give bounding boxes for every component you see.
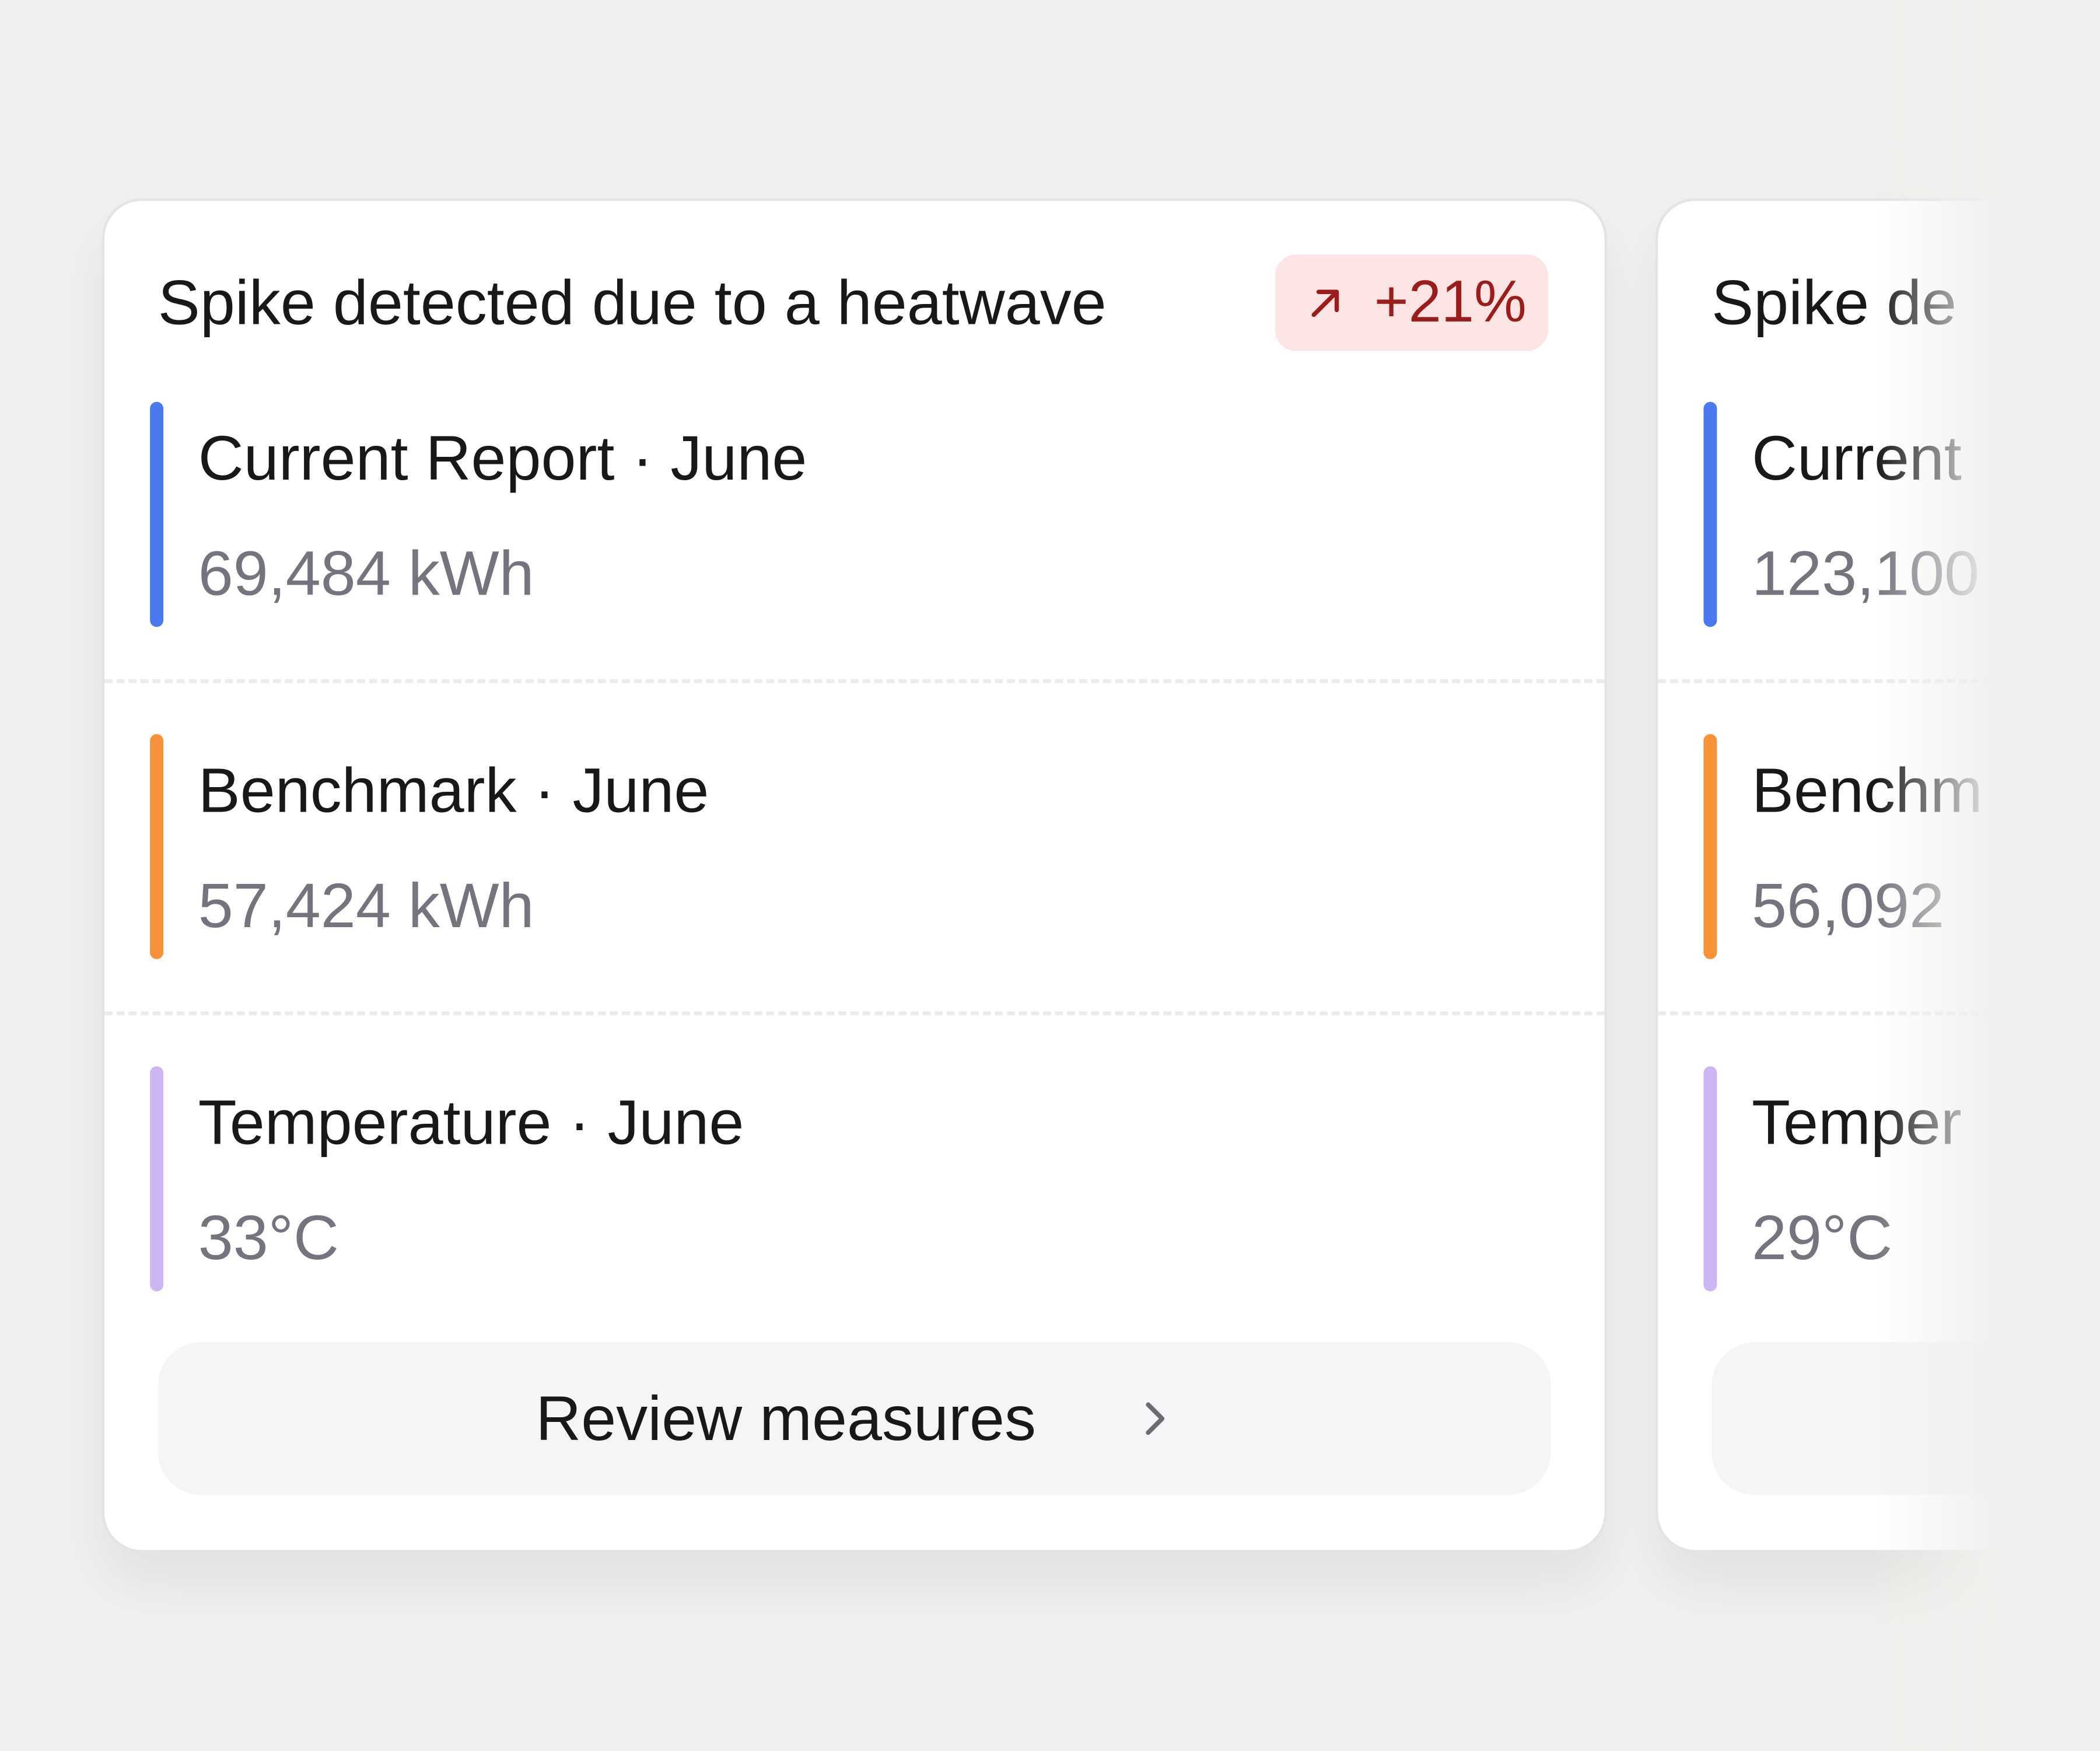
row-value: 69,484 kWh	[198, 537, 534, 609]
row-indicator	[1703, 734, 1717, 959]
review-button[interactable]: Review measures	[158, 1342, 1551, 1495]
card-title: Spike detected due to a heatwave	[158, 266, 1107, 338]
row-indicator	[150, 401, 164, 627]
change-badge: +21%	[1275, 254, 1549, 351]
row-indicator	[150, 734, 164, 959]
button-label: Review measures	[536, 1382, 1036, 1454]
row-indicator	[1703, 401, 1717, 627]
divider	[104, 1011, 1605, 1016]
row-label: Temperature · June	[198, 1086, 744, 1158]
row-indicator	[150, 1066, 164, 1292]
row-label: Benchmark · June	[198, 754, 709, 826]
row-value: 33°C	[198, 1201, 339, 1273]
chevron-right-icon	[1146, 1402, 1165, 1435]
row-value: 57,424 kWh	[198, 869, 534, 941]
row-value: 29°C	[1752, 1201, 1893, 1273]
change-value: +21%	[1374, 269, 1527, 335]
divider	[104, 679, 1605, 683]
arrow-up-right-icon	[1311, 289, 1339, 317]
fade-overlay	[1875, 0, 2100, 1751]
row-indicator	[1703, 1066, 1717, 1292]
row-label: Current Report · June	[198, 422, 807, 493]
card: Spike detected due to a heatwave +21% Curr…	[102, 198, 1608, 1553]
